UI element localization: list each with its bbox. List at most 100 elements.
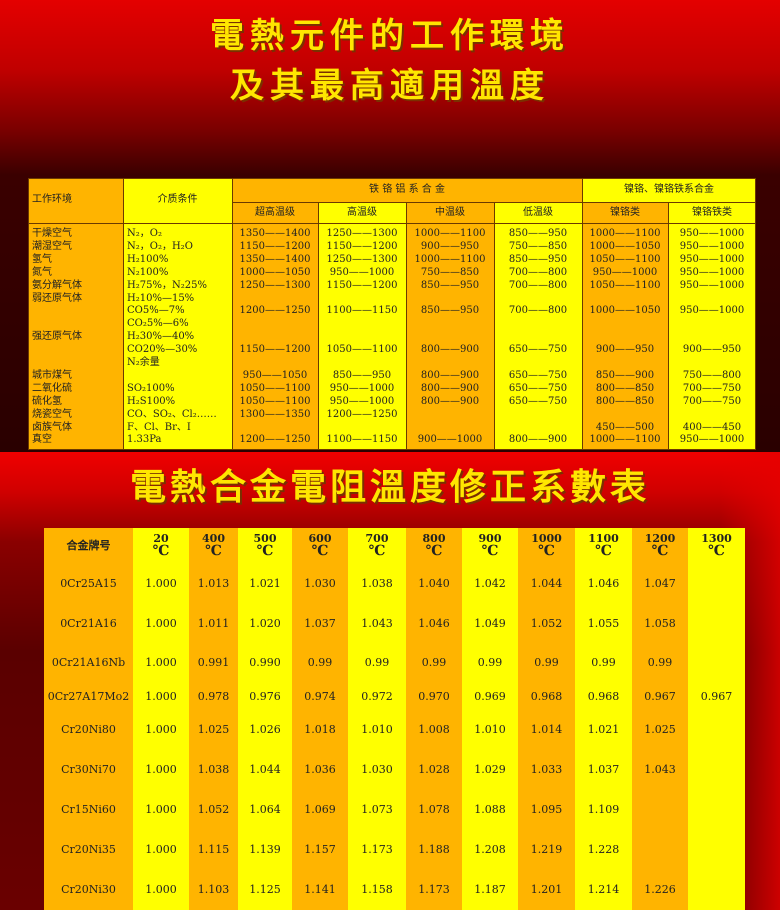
coefficient-cell: 1.052 bbox=[530, 617, 563, 630]
coefficient-cell: 1.042 bbox=[474, 577, 506, 590]
coefficient-cell: 1.029 bbox=[474, 763, 506, 776]
temperature-cell: 1200——1250 bbox=[326, 408, 398, 420]
working-environment-table: 工作环境 介质条件 铁 铬 铝 系 合 金 镍铬、镍铬铁系合金 超高温级 高温级 中温级 低温… bbox=[28, 178, 756, 450]
coefficient-cell: 1.115 bbox=[197, 843, 230, 856]
temperature-cell: 1000——1050 bbox=[239, 266, 311, 278]
coefficient-cell: 1.000 bbox=[145, 763, 177, 776]
header-nicr-group: 镍铬、镍铬铁系合金 bbox=[624, 184, 714, 195]
coefficient-cell: 1.014 bbox=[530, 723, 563, 736]
coefficient-cell: 1.010 bbox=[361, 723, 393, 736]
temperature-cell: 950——1000 bbox=[329, 382, 395, 394]
title-line-1: 電熱元件的工作環境 bbox=[210, 16, 570, 56]
temperature-cell: 850——950 bbox=[332, 369, 392, 381]
coefficient-cell: 1.018 bbox=[304, 723, 336, 736]
celsius-unit: ℃ bbox=[481, 543, 499, 559]
temperature-cell: 850——950 bbox=[420, 279, 480, 291]
coefficient-cell: 1.069 bbox=[304, 803, 336, 816]
table2-column-bg bbox=[462, 528, 518, 910]
coefficient-cell: 1.173 bbox=[418, 883, 450, 896]
environment-cell: 硫化氢 bbox=[32, 395, 62, 407]
temperature-cell: 950——1000 bbox=[679, 266, 745, 278]
temperature-cell: 700——800 bbox=[508, 305, 568, 317]
alloy-grade-cell: Cr20Ni30 bbox=[61, 883, 116, 896]
celsius-unit: ℃ bbox=[538, 543, 555, 559]
temperature-cell: 950——1000 bbox=[679, 305, 745, 317]
temperature-cell: 1150——1200 bbox=[326, 240, 398, 252]
celsius-unit: ℃ bbox=[368, 543, 386, 559]
table2-column-bg bbox=[189, 528, 238, 910]
temperature-cell: 1150——1200 bbox=[239, 240, 311, 252]
medium-cell: F、Cl、Br、I bbox=[127, 421, 191, 433]
medium-cell: H₂100% bbox=[127, 253, 169, 265]
temperature-cell: 800——900 bbox=[420, 369, 480, 381]
alloy-grade-cell: 0Cr27A17Mo2 bbox=[47, 690, 130, 703]
temperature-header: 500 ℃ bbox=[238, 532, 292, 558]
alloy-grade-cell: Cr30Ni70 bbox=[61, 763, 116, 776]
temperature-cell: 950——1000 bbox=[679, 240, 745, 252]
temperature-cell: 700——750 bbox=[682, 382, 742, 394]
temperature-cell: 1000——1050 bbox=[589, 305, 661, 317]
temperature-header: 600 ℃ bbox=[292, 532, 348, 558]
celsius-unit: ℃ bbox=[651, 543, 669, 559]
temperature-cell: 1300——1350 bbox=[239, 408, 311, 420]
coefficient-cell: 1.078 bbox=[418, 803, 450, 816]
coefficient-cell: 1.021 bbox=[587, 723, 620, 736]
celsius-unit: ℃ bbox=[595, 543, 612, 559]
table2-column-bg bbox=[575, 528, 632, 910]
temperature-cell: 800——900 bbox=[420, 382, 480, 394]
coefficient-cell: 1.026 bbox=[249, 723, 281, 736]
environment-cell: 氨分解气体 bbox=[32, 279, 82, 291]
table1-divider bbox=[406, 202, 407, 450]
temperature-cell: 700——750 bbox=[682, 395, 742, 407]
temperature-value: 400 bbox=[202, 532, 225, 545]
title-correction-table: 電熱合金電阻溫度修正系數表 bbox=[129, 466, 650, 508]
temperature-cell: 750——850 bbox=[420, 266, 480, 278]
coefficient-cell: 1.030 bbox=[304, 577, 336, 590]
coefficient-cell: 1.037 bbox=[304, 617, 336, 630]
environment-cell: 城市煤气 bbox=[32, 369, 72, 381]
temperature-cell: 650——750 bbox=[508, 382, 568, 394]
temperature-header: 20 ℃ bbox=[133, 532, 189, 558]
temperature-value: 800 bbox=[422, 532, 446, 545]
coefficient-cell: 1.038 bbox=[197, 763, 230, 776]
table2-column-bg bbox=[688, 528, 745, 910]
coefficient-cell: 1.064 bbox=[249, 803, 281, 816]
coefficient-cell: 0.99 bbox=[477, 656, 503, 669]
temperature-cell: 950——1050 bbox=[242, 369, 308, 381]
temperature-cell: 800——850 bbox=[595, 395, 655, 407]
alloy-grade-cell: Cr20Ni35 bbox=[61, 843, 116, 856]
coefficient-cell: 1.044 bbox=[530, 577, 563, 590]
temperature-value: 1100 bbox=[588, 532, 619, 545]
table1-divider bbox=[668, 202, 669, 450]
temperature-cell: 850——950 bbox=[508, 253, 568, 265]
temperature-cell: 1050——1100 bbox=[589, 253, 661, 265]
temperature-cell: 1250——1300 bbox=[326, 228, 398, 239]
coefficient-cell: 0.976 bbox=[249, 690, 281, 703]
coefficient-cell: 1.088 bbox=[474, 803, 506, 816]
celsius-unit: ℃ bbox=[205, 543, 222, 559]
coefficient-cell: 1.038 bbox=[361, 577, 393, 590]
table2-column-bg bbox=[292, 528, 348, 910]
temperature-cell: 800——900 bbox=[420, 395, 480, 407]
temperature-cell: 750——800 bbox=[682, 369, 742, 381]
environment-cell: 潮湿空气 bbox=[32, 240, 72, 252]
temperature-cell: 1100——1150 bbox=[326, 434, 398, 446]
alloy-grade-cell: 0Cr21A16 bbox=[60, 617, 117, 630]
temperature-cell: 450——500 bbox=[595, 421, 655, 433]
table1-divider bbox=[28, 178, 29, 450]
coefficient-cell: 1.000 bbox=[145, 617, 177, 630]
coefficient-cell: 1.030 bbox=[361, 763, 393, 776]
temperature-header: 400 ℃ bbox=[189, 532, 238, 558]
coefficient-cell: 1.109 bbox=[587, 803, 620, 816]
coefficient-cell: 1.025 bbox=[644, 723, 676, 736]
temperature-cell: 1000——1100 bbox=[414, 228, 486, 239]
coefficient-cell: 1.000 bbox=[145, 723, 177, 736]
temperature-cell: 900——950 bbox=[420, 240, 480, 252]
temperature-value: 1000 bbox=[531, 532, 562, 545]
temperature-cell: 850——900 bbox=[595, 369, 655, 381]
alloy-grade-cell: 0Cr25A15 bbox=[60, 577, 117, 590]
sub-header: 镍铬铁类 bbox=[692, 207, 732, 218]
table2-column-bg bbox=[133, 528, 189, 910]
coefficient-cell: 1.040 bbox=[418, 577, 450, 590]
medium-cell: CO、SO₂、Cl₂…… bbox=[127, 408, 217, 420]
